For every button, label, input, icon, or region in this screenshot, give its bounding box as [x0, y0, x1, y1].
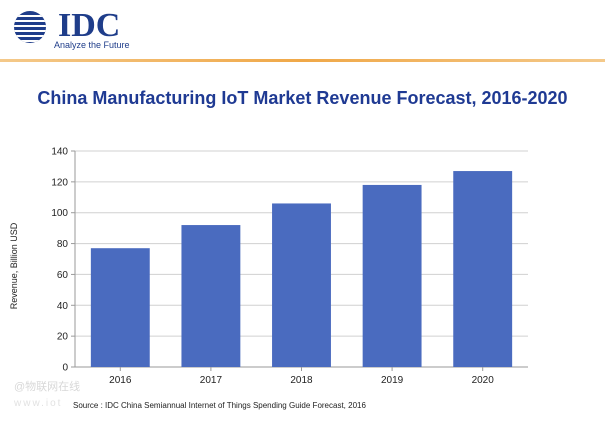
x-tick-label: 2018 [290, 375, 313, 386]
header: IDC Analyze the Future [0, 0, 605, 62]
logo-tagline: Analyze the Future [54, 40, 130, 50]
y-tick-label: 40 [57, 301, 69, 312]
bar-2016 [90, 248, 150, 367]
idc-logo: IDC Analyze the Future [10, 7, 130, 51]
logo-text: IDC [58, 7, 121, 44]
y-tick-label: 100 [51, 208, 68, 219]
y-tick-label: 80 [57, 239, 69, 250]
x-tick-label: 2020 [472, 375, 495, 386]
chart-title: China Manufacturing IoT Market Revenue F… [37, 88, 568, 108]
bar-2020 [453, 171, 513, 367]
globe-icon [14, 11, 46, 43]
y-tick-label: 60 [57, 270, 69, 281]
y-tick-label: 20 [57, 332, 69, 343]
bar-2017 [181, 225, 241, 367]
y-tick-label: 0 [62, 363, 68, 374]
bar-2018 [272, 203, 331, 367]
watermark-url: www.iot [14, 398, 63, 409]
y-tick-label: 140 [51, 147, 68, 158]
x-tick-label: 2016 [109, 375, 132, 386]
bar-2019 [362, 184, 422, 367]
source-note: Source : IDC China Semiannual Internet o… [73, 401, 366, 410]
y-tick-label: 120 [51, 177, 68, 188]
watermark-text: @物联网在线 [14, 381, 81, 393]
header-divider [0, 59, 605, 62]
x-tick-label: 2019 [381, 375, 404, 386]
x-tick-label: 2017 [200, 375, 223, 386]
